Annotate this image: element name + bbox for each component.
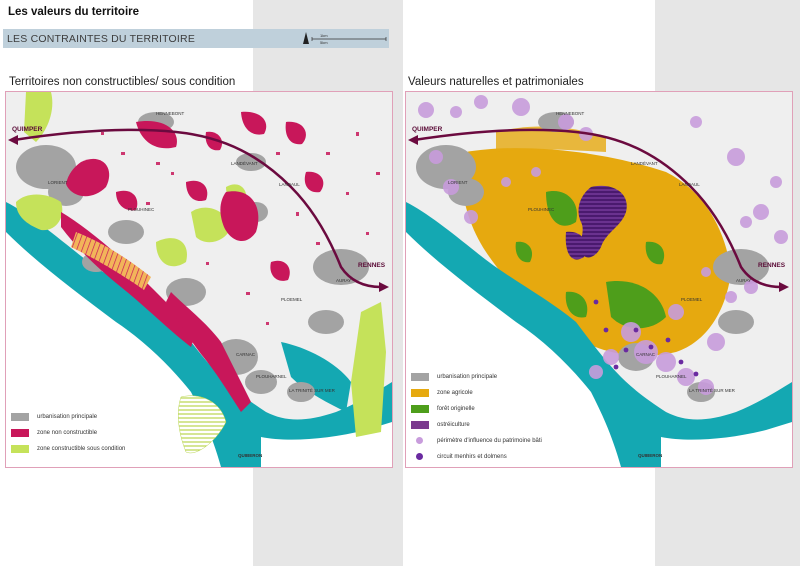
legend-label: zone non constructible	[37, 429, 98, 436]
place-label-carnac: CARNAC	[236, 352, 256, 357]
place-label-landevant: LANDÉVANT	[231, 161, 258, 166]
legend-label: urbanisation principale	[437, 373, 498, 380]
forest-areas	[515, 191, 666, 329]
red-speckles	[101, 132, 380, 325]
legend-label: zone agricole	[437, 389, 473, 396]
legend-label: forêt originelle	[437, 405, 475, 412]
place-label-hennebont: HENNEBONT	[556, 111, 585, 116]
left-map-legend: urbanisation principale zone non constru…	[11, 410, 125, 458]
open-sea	[6, 232, 221, 467]
legend-dot-heritage	[416, 437, 423, 444]
urban-areas	[416, 112, 769, 402]
scale-label-bottom: 5km	[320, 40, 328, 45]
legend-label: zone constructible sous condition	[37, 445, 126, 452]
place-label-trinite: LA TRINITÉ SUR MER	[289, 388, 335, 393]
route-arrow-east	[779, 282, 789, 292]
place-label-plouharnel: PLOUHARNEL	[656, 374, 687, 379]
legend-item: urbanisation principale	[411, 370, 542, 383]
striped-zone	[71, 232, 151, 290]
legend-swatch-urban	[411, 372, 429, 381]
right-map-canvas	[406, 92, 792, 467]
page-subtitle: LES CONTRAINTES DU TERRITOIRE	[7, 33, 196, 45]
left-map-canvas	[6, 92, 392, 467]
oyster-farming-zone	[578, 185, 627, 258]
place-label-auray: AURAY	[736, 278, 752, 283]
place-label-ploemel: PLOEMEL	[681, 297, 703, 302]
legend-label: ostréiculture	[437, 421, 470, 428]
city-label-quimper: QUIMPER	[412, 126, 443, 133]
right-map-heading: Valeurs naturelles et patrimoniales	[408, 76, 584, 88]
route-arrow-west	[408, 135, 418, 145]
place-label-plouharnel: PLOUHARNEL	[256, 374, 287, 379]
legend-label: périmètre d'influence du patrimoine bâti	[437, 437, 542, 444]
legend-swatch-oyster	[411, 420, 429, 429]
scale-bar: 1km 5km	[298, 29, 388, 47]
place-label-landevant: LANDÉVANT	[631, 161, 658, 166]
city-label-rennes: RENNES	[758, 262, 786, 269]
place-label-trinite: LA TRINITÉ SUR MER	[689, 388, 735, 393]
place-label-lorient: LORIENT	[448, 180, 468, 185]
legend-swatch-non-constructible	[11, 428, 29, 437]
place-label-auray: AURAY	[336, 278, 352, 283]
place-label-plouhinec: PLOUHINEC	[128, 207, 155, 212]
legend-item: urbanisation principale	[11, 410, 125, 423]
menhir-circuit-points	[593, 299, 699, 377]
route-arrow-west	[8, 135, 18, 145]
legend-swatch-conditional	[11, 444, 29, 453]
place-label-landaul: LANDAUL	[279, 182, 300, 187]
page-title: Les valeurs du territoire	[8, 6, 140, 18]
left-map-panel: QUIMPER RENNES QUIBERON HENNEBONT LANDÉV…	[5, 91, 393, 468]
oyster-farming-zone	[565, 231, 587, 260]
left-map-heading: Territoires non constructibles/ sous con…	[9, 76, 236, 88]
legend-label: urbanisation principale	[37, 413, 98, 420]
city-label-quimper: QUIMPER	[12, 126, 43, 133]
city-label-rennes: RENNES	[358, 262, 386, 269]
legend-swatch-agricultural	[411, 388, 429, 397]
legend-item: forêt originelle	[411, 402, 542, 415]
main-route	[13, 128, 382, 289]
place-label-plouhinec: PLOUHINEC	[528, 207, 555, 212]
open-sea-south	[661, 422, 792, 467]
main-route	[413, 128, 782, 289]
legend-item: zone constructible sous condition	[11, 442, 125, 455]
legend-dot-menhir	[416, 453, 423, 460]
place-label-quiberon: QUIBERON	[238, 453, 263, 458]
right-map-legend: urbanisation principale zone agricole fo…	[411, 370, 542, 466]
legend-item: ostréiculture	[411, 418, 542, 431]
route-arrow-east	[379, 282, 389, 292]
heritage-perimeters	[418, 95, 788, 395]
legend-label: circuit menhirs et dolmens	[437, 453, 507, 460]
legend-item: zone non constructible	[11, 426, 125, 439]
place-label-hennebont: HENNEBONT	[156, 111, 185, 116]
subtitle-bar	[3, 29, 389, 48]
right-map-panel: QUIMPER RENNES QUIBERON HENNEBONT LANDÉV…	[405, 91, 793, 468]
open-sea	[406, 232, 621, 467]
bay-area	[281, 342, 351, 412]
legend-item: circuit menhirs et dolmens	[411, 450, 542, 463]
place-label-ploemel: PLOEMEL	[281, 297, 303, 302]
north-arrow-icon	[303, 32, 387, 44]
legend-item: zone agricole	[411, 386, 542, 399]
scale-label-top: 1km	[320, 33, 328, 38]
place-label-lorient: LORIENT	[48, 180, 68, 185]
place-label-quiberon: QUIBERON	[638, 453, 663, 458]
place-label-carnac: CARNAC	[636, 352, 656, 357]
legend-swatch-urban	[11, 412, 29, 421]
place-label-landaul: LANDAUL	[679, 182, 700, 187]
legend-swatch-forest	[411, 404, 429, 413]
legend-item: périmètre d'influence du patrimoine bâti	[411, 434, 542, 447]
constructible-zones	[16, 92, 386, 437]
hatched-lime-zone	[178, 395, 227, 454]
